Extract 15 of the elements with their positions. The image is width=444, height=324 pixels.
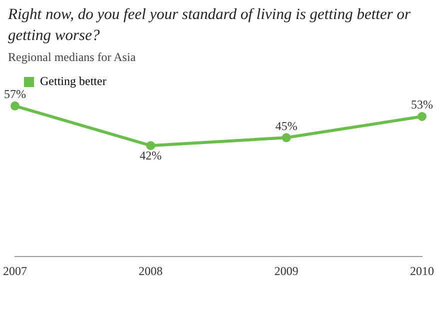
data-label: 53%	[411, 98, 433, 112]
x-tick-label: 2007	[3, 264, 27, 278]
x-tick-label: 2009	[274, 264, 298, 278]
x-tick-label: 2008	[138, 264, 163, 278]
point	[418, 112, 426, 122]
data-label: 42%	[140, 148, 162, 163]
chart-title: Right now, do you feel your standard of living is getting better or getting worse?	[8, 5, 412, 46]
point	[146, 141, 156, 150]
point	[10, 101, 20, 110]
legend-label: Getting better	[40, 74, 106, 88]
x-tick-label: 2010	[410, 264, 434, 278]
data-label: 45%	[275, 118, 298, 133]
chart-subtitle: Regional medians for Asia	[8, 50, 136, 65]
data-label: 57%	[4, 87, 26, 102]
point	[282, 133, 291, 142]
